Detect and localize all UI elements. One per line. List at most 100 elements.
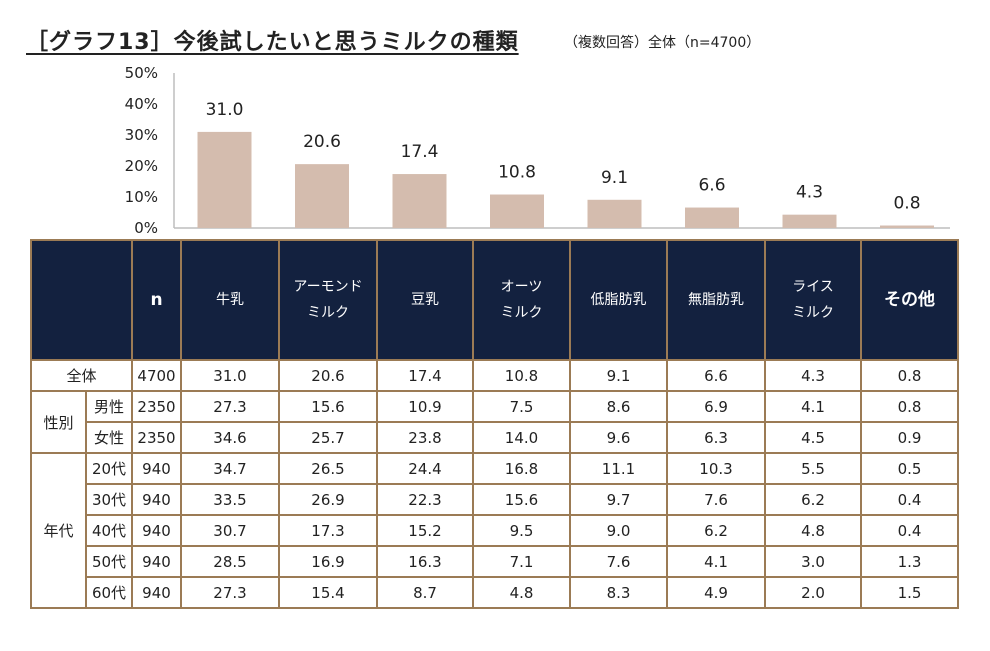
table-cell: 4.8 [764, 514, 862, 547]
data-table: n 牛乳 アーモンド ミルク 豆乳 オーツ ミルク 低脂肪乳 無脂肪乳 ライスミルク その他 全体 4… [30, 239, 959, 609]
chart-subtitle: （複数回答）全体（n=4700） [564, 35, 761, 51]
table-row: 性別 男性 2350 27.3 15.6 10.9 7.5 8.6 6.9 4.1 0.8 [30, 390, 959, 454]
row-n: 4700 [131, 359, 182, 392]
table-cell: 10.9 [376, 390, 474, 423]
table-cell: 10.8 [472, 359, 571, 392]
table-cell: 4.3 [764, 359, 862, 392]
table-cell: 17.4 [376, 359, 474, 392]
table-cell: 7.6 [569, 545, 668, 578]
bar [490, 194, 544, 228]
header-line: その他 [884, 290, 935, 310]
table-cell: 9.6 [569, 421, 668, 454]
header-line: 豆乳 [411, 292, 439, 308]
table-cell: 9.7 [569, 483, 668, 516]
row-sub-label: 男性 [85, 390, 133, 423]
bar [685, 207, 739, 228]
table-cell: 26.5 [278, 452, 378, 485]
table-cell: 2.0 [764, 576, 862, 609]
row-sub-label: 30代 [85, 483, 133, 516]
table-row: 50代 940 28.5 16.9 16.3 7.1 7.6 4.1 3.0 1.3 [31, 545, 959, 578]
table-cell: 6.2 [666, 514, 766, 547]
row-sub-label: 40代 [85, 514, 133, 547]
row-n: 940 [131, 483, 182, 516]
bar-chart: 0% 10% 20% 30% 40% 50% 31.0 20.6 17.4 10.8 9.1 6.6 4… [125, 64, 950, 237]
table-cell: 16.9 [278, 545, 378, 578]
table-cell: 24.4 [376, 452, 474, 485]
table-cell: 0.5 [860, 452, 959, 485]
table-cell: 15.6 [278, 390, 378, 423]
table-cell: 28.5 [180, 545, 280, 578]
bar-value-label: 20.6 [303, 132, 341, 152]
table-cell: 15.2 [376, 514, 474, 547]
bar [197, 131, 252, 228]
table-cell: 25.7 [278, 421, 378, 454]
header-line: ミルク [792, 305, 834, 321]
header-line: 牛乳 [216, 292, 244, 308]
table-cell: 34.6 [180, 421, 280, 454]
table-row: 全体 4700 31.0 20.6 17.4 10.8 9.1 6.6 4.3 0.8 [30, 359, 959, 392]
table-cell: 10.3 [666, 452, 766, 485]
row-sub-label: 60代 [85, 576, 133, 609]
table-cell: 0.9 [860, 421, 959, 454]
table-cell: 7.5 [472, 390, 571, 423]
header-cell: その他 [860, 239, 959, 361]
table-cell: 8.7 [376, 576, 474, 609]
table-cell: 6.3 [666, 421, 766, 454]
header-blank-cell [30, 239, 133, 361]
y-tick-label: 10% [125, 188, 158, 206]
row-n: 940 [131, 452, 182, 485]
table-cell: 8.3 [569, 576, 668, 609]
header-cell: オーツ ミルク [472, 239, 571, 361]
row-n: 2350 [131, 421, 182, 454]
table-cell: 0.4 [860, 514, 959, 547]
header-line: ライス [792, 279, 834, 295]
table-cell: 23.8 [376, 421, 474, 454]
bar-value-label: 9.1 [601, 168, 628, 188]
table-header-row: n 牛乳 アーモンド ミルク 豆乳 オーツ ミルク 低脂肪乳 無脂肪乳 ライスミルク その他 [30, 239, 959, 361]
bar-value-label: 10.8 [498, 163, 536, 183]
table-cell: 27.3 [180, 390, 280, 423]
header-line: 無脂肪乳 [688, 292, 744, 308]
header-cell: アーモンド ミルク [278, 239, 378, 361]
table-cell: 4.9 [666, 576, 766, 609]
table-cell: 16.3 [376, 545, 474, 578]
table-cell: 22.3 [376, 483, 474, 516]
row-n: 940 [131, 514, 182, 547]
header-line: オーツ [500, 279, 543, 295]
table-cell: 7.6 [666, 483, 766, 516]
table-cell: 26.9 [278, 483, 378, 516]
table-cell: 31.0 [180, 359, 280, 392]
table-cell: 9.1 [569, 359, 668, 392]
table-cell: 4.1 [666, 545, 766, 578]
table-row: 女性 2350 34.6 25.7 23.8 14.0 9.6 6.3 4.5 0.9 [31, 421, 959, 454]
bar [295, 164, 349, 228]
table-cell: 6.9 [666, 390, 766, 423]
table-cell: 17.3 [278, 514, 378, 547]
y-tick-label: 40% [125, 95, 158, 113]
table-cell: 1.5 [860, 576, 959, 609]
table-row: 30代 940 33.5 26.9 22.3 15.6 9.7 7.6 6.2 0.4 [31, 483, 959, 516]
row-sub-label: 女性 [85, 421, 133, 454]
header-cell: 牛乳 [180, 239, 280, 361]
table-cell: 14.0 [472, 421, 571, 454]
table-cell: 0.4 [860, 483, 959, 516]
table-cell: 27.3 [180, 576, 280, 609]
bar-value-label: 31.0 [206, 100, 244, 120]
bar-value-label: 4.3 [796, 183, 823, 203]
y-tick-label: 50% [125, 64, 158, 82]
table-cell: 8.6 [569, 390, 668, 423]
y-tick-label: 0% [134, 219, 158, 237]
table-row: 年代 20代 940 34.7 26.5 24.4 16.8 11.1 10.3 5.5 0.5 [30, 452, 959, 609]
header-cell: 低脂肪乳 [569, 239, 668, 361]
header-n: n [131, 239, 182, 361]
table-cell: 6.6 [666, 359, 766, 392]
header-line: アーモンド [293, 279, 363, 295]
table-cell: 20.6 [278, 359, 378, 392]
row-sub-label: 50代 [85, 545, 133, 578]
table-cell: 16.8 [472, 452, 571, 485]
table-cell: 1.3 [860, 545, 959, 578]
table-cell: 4.1 [764, 390, 862, 423]
table-cell: 6.2 [764, 483, 862, 516]
row-n: 2350 [131, 390, 182, 423]
table-cell: 15.4 [278, 576, 378, 609]
